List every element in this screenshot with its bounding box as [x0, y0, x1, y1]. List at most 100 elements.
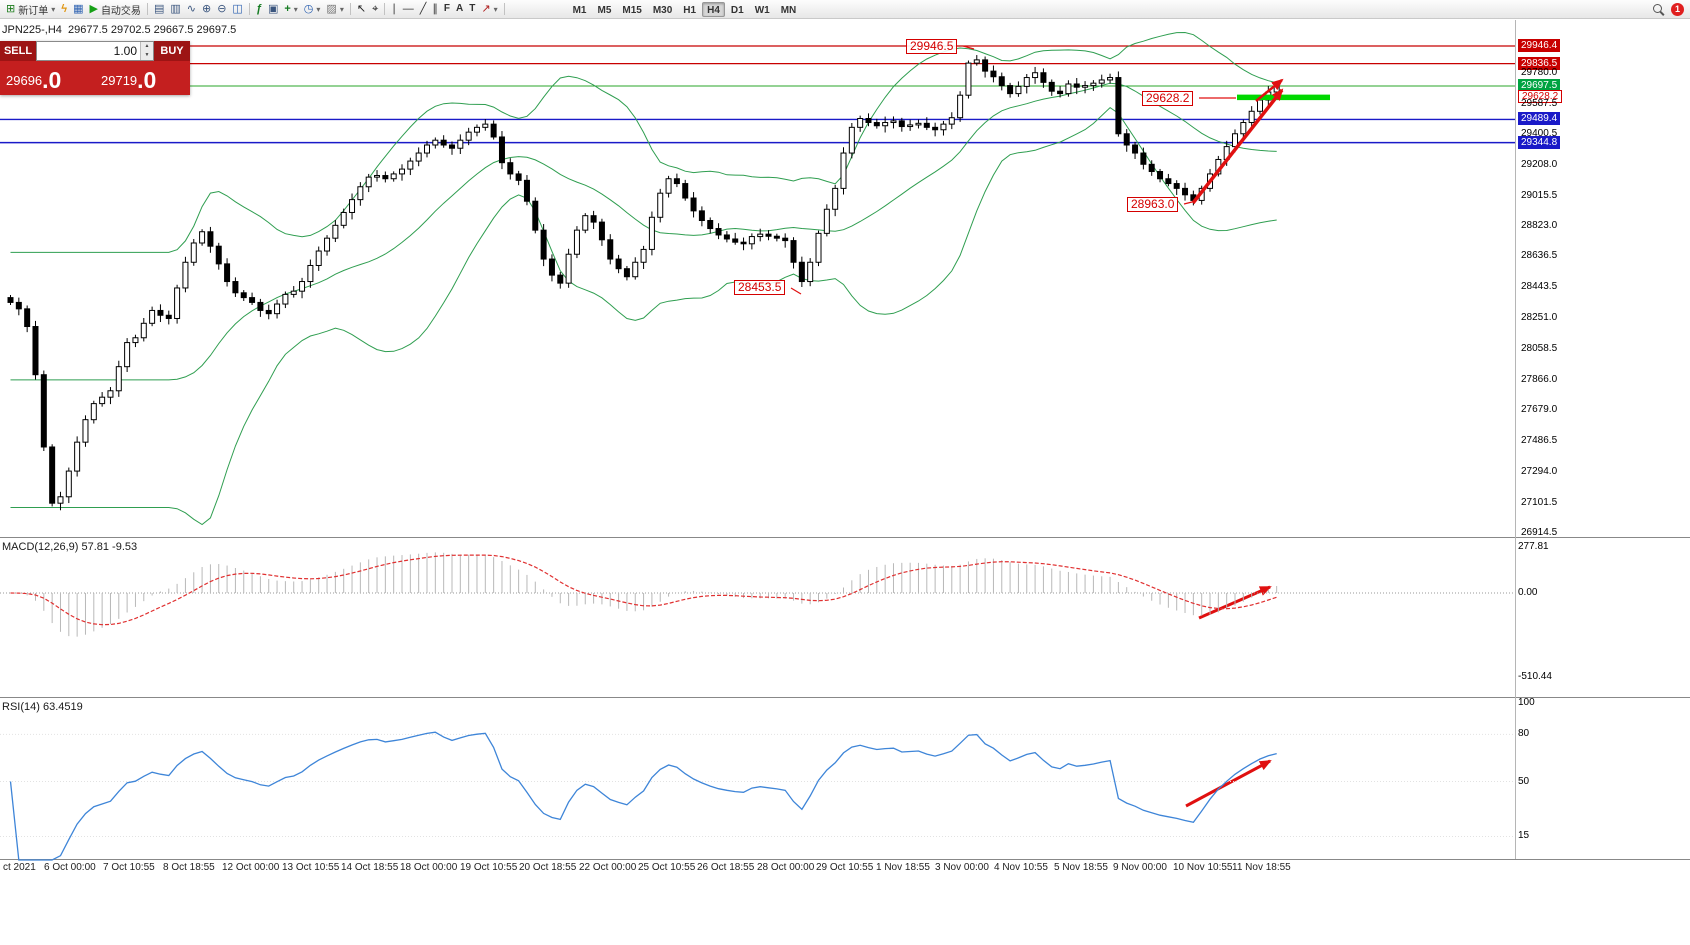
- candle-chart-button[interactable]: ▥: [167, 1, 183, 17]
- new-order-button[interactable]: ⊞ 新订单: [3, 1, 58, 17]
- toolbar-separator: [248, 3, 250, 15]
- price-callout-support[interactable]: 28453.5: [734, 280, 786, 295]
- time-axis-label: 12 Oct 00:00: [222, 862, 280, 873]
- channel-icon: ∥: [432, 2, 438, 15]
- vertical-line-icon: ∣: [391, 2, 397, 15]
- price-axis-label: 28636.5: [1521, 250, 1558, 261]
- tile-windows-icon: ◫: [232, 2, 243, 15]
- search-icon[interactable]: [1653, 3, 1664, 15]
- price-axis-label: 27294.0: [1521, 466, 1558, 477]
- auto-trading-label: 自动交易: [100, 5, 141, 17]
- template-icon: ▨: [326, 2, 337, 15]
- zoom-in-button[interactable]: ⊕: [199, 1, 214, 17]
- timeframe-w1-button[interactable]: W1: [754, 4, 770, 16]
- price-axis-label: 29697.5: [1518, 79, 1561, 92]
- zoom-out-button[interactable]: ⊖: [214, 1, 229, 17]
- market-watch-button[interactable]: ▦: [70, 1, 86, 17]
- trendline-icon: ╱: [419, 2, 427, 15]
- time-axis-label: 10 Nov 10:55: [1173, 862, 1233, 873]
- time-axis-label: 3 Nov 00:00: [935, 862, 989, 873]
- price-axis-label: 27486.5: [1521, 435, 1558, 446]
- line-chart-button[interactable]: ∿: [184, 1, 199, 17]
- caret-down-icon: [316, 4, 320, 15]
- objects-list-icon: ▣: [267, 2, 279, 15]
- channel-button[interactable]: ∥: [429, 1, 441, 17]
- trade-panel-header: SELL BUY: [0, 41, 190, 61]
- indicators-button[interactable]: ƒ: [253, 1, 265, 17]
- new-order-label: 新订单: [18, 5, 49, 17]
- vertical-line-button[interactable]: ∣: [388, 1, 400, 17]
- time-axis-label: 5 Nov 18:55: [1054, 862, 1108, 873]
- time-axis-label: 1 Nov 18:55: [876, 862, 930, 873]
- buy-button[interactable]: BUY: [154, 41, 190, 61]
- sell-button[interactable]: SELL: [0, 41, 36, 61]
- volume-spinner: [140, 42, 153, 60]
- label-button[interactable]: T: [466, 1, 478, 17]
- volume-decrease-button[interactable]: [141, 51, 153, 60]
- price-axis-label: 29489.4: [1518, 112, 1561, 125]
- toolbar-separator: [384, 3, 386, 15]
- objects-list-button[interactable]: ▣: [265, 1, 281, 17]
- time-axis-label: 26 Oct 18:55: [697, 862, 755, 873]
- price-callout-entry[interactable]: 29628.2: [1142, 91, 1194, 106]
- period-icon: ◷: [303, 2, 314, 15]
- period-button[interactable]: ◷: [301, 1, 324, 17]
- buy-price-button[interactable]: 29719 .0: [95, 61, 190, 95]
- price-axis-label: 29628.2: [1518, 90, 1563, 103]
- auto-trading-button[interactable]: ▶ 自动交易: [86, 1, 143, 17]
- volume-increase-button[interactable]: [141, 42, 153, 51]
- price-callout-high[interactable]: 29946.5: [906, 39, 958, 54]
- new-order-icon: ⊞: [6, 2, 16, 15]
- cursor-icon: ↖: [356, 2, 367, 15]
- buy-price-dec: .0: [137, 67, 157, 93]
- timeframe-h4-button[interactable]: H4: [702, 1, 725, 17]
- bar-chart-button[interactable]: ▤: [151, 1, 167, 17]
- timeframe-m1-button[interactable]: M1: [572, 4, 587, 16]
- crosshair-icon: ⌖: [372, 2, 379, 15]
- one-click-trading-panel: SELL BUY 29696 .0 29719 .0: [0, 41, 190, 95]
- auto-trading-icon: ▶: [89, 2, 98, 15]
- time-axis-label: 7 Oct 10:55: [103, 862, 155, 873]
- trendline-button[interactable]: ╱: [417, 1, 430, 17]
- timeframe-group: M1 M5 M15 M30 H1 H4 D1 W1 MN: [568, 1, 802, 17]
- time-axis-label: 14 Oct 18:55: [341, 862, 399, 873]
- time-axis-label: 22 Oct 00:00: [579, 862, 637, 873]
- quick-trade-button[interactable]: ϟ: [58, 1, 70, 17]
- tile-windows-button[interactable]: ◫: [229, 1, 245, 17]
- price-callout-low[interactable]: 28963.0: [1127, 197, 1179, 212]
- timeframe-m30-button[interactable]: M30: [652, 4, 673, 16]
- toolbar-right: 1: [1653, 2, 1687, 16]
- timeframe-m5-button[interactable]: M5: [597, 4, 612, 16]
- horizontal-line-button[interactable]: ―: [400, 1, 417, 17]
- text-icon: A: [456, 3, 464, 14]
- zoom-in-icon: ⊕: [201, 2, 212, 15]
- sell-price-button[interactable]: 29696 .0: [0, 61, 95, 95]
- cursor-button[interactable]: ↖: [354, 1, 369, 17]
- fibonacci-button[interactable]: F: [441, 1, 453, 17]
- crosshair-button[interactable]: ⌖: [369, 1, 381, 17]
- timeframe-m15-button[interactable]: M15: [622, 4, 642, 16]
- toolbar-separator: [349, 3, 351, 15]
- line-chart-icon: ∿: [186, 2, 196, 15]
- macd-axis-min: -510.44: [1518, 671, 1552, 683]
- text-button[interactable]: A: [453, 1, 466, 17]
- toolbar-buttons: ⊞新订单ϟ▦▶自动交易▤▥∿⊕⊖◫ƒ▣+◷▨↖⌖∣―╱∥FAT↗: [3, 1, 508, 17]
- toolbar-separator: [503, 3, 505, 15]
- volume-input[interactable]: [37, 42, 140, 60]
- timeframe-h1-button[interactable]: H1: [683, 4, 697, 16]
- add-indicator-button[interactable]: +: [281, 1, 300, 17]
- template-button[interactable]: ▨: [323, 1, 346, 17]
- time-axis-label: ct 2021: [3, 862, 36, 873]
- price-axis-label: 29836.5: [1518, 57, 1561, 70]
- indicators-icon: ƒ: [255, 2, 262, 15]
- bar-chart-icon: ▤: [153, 2, 165, 15]
- time-axis-label: 29 Oct 10:55: [816, 862, 874, 873]
- price-axis[interactable]: 29946.4 29836.5 29780.0 29697.5 29628.2 29587…: [1518, 0, 1598, 860]
- timeframe-mn-button[interactable]: MN: [780, 4, 797, 16]
- caret-down-icon: [294, 4, 298, 15]
- arrows-button[interactable]: ↗: [478, 1, 500, 17]
- macd-axis-zero: 0.00: [1518, 587, 1538, 598]
- notification-badge[interactable]: 1: [1671, 2, 1684, 16]
- timeframe-d1-button[interactable]: D1: [730, 4, 744, 16]
